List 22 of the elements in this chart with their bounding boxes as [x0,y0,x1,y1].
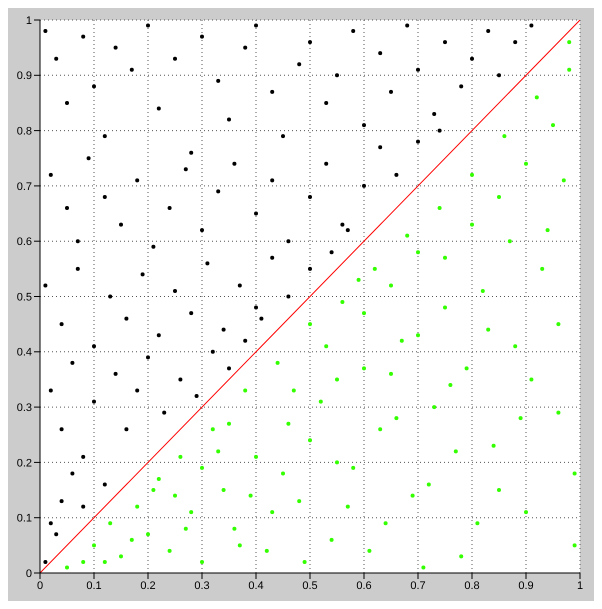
x-tick-label: 0.8 [464,580,480,592]
x-tick-label: 0.7 [410,580,426,592]
y-tick-label: 0.7 [16,180,32,193]
x-tick-label: 0.1 [86,580,102,592]
y-tick-label: 0.8 [16,126,32,138]
x-tick-label: 0.4 [248,580,264,592]
x-tick-label: 0.6 [356,580,372,592]
y-tick-label: 0.1 [16,512,32,525]
x-tick-label: 0.2 [140,580,156,592]
x-tick-label: 0.5 [302,580,318,592]
x-tick-label: 0.9 [518,580,534,592]
x-tick-label: 0.3 [194,580,210,592]
y-tick-label: 0.9 [16,70,32,82]
x-tick-label: 1 [576,580,584,592]
y-tick-label: 0.3 [16,402,32,414]
y-tick-label: 0 [26,568,32,580]
y-tick-label: 0.5 [16,291,32,304]
y-tick-label: 1 [26,14,32,27]
y-tick-label: 0.6 [16,236,32,248]
x-tick-label: 0 [36,580,44,592]
y-tick-label: 0.4 [16,346,32,359]
y-tick-label: 0.2 [16,457,32,470]
